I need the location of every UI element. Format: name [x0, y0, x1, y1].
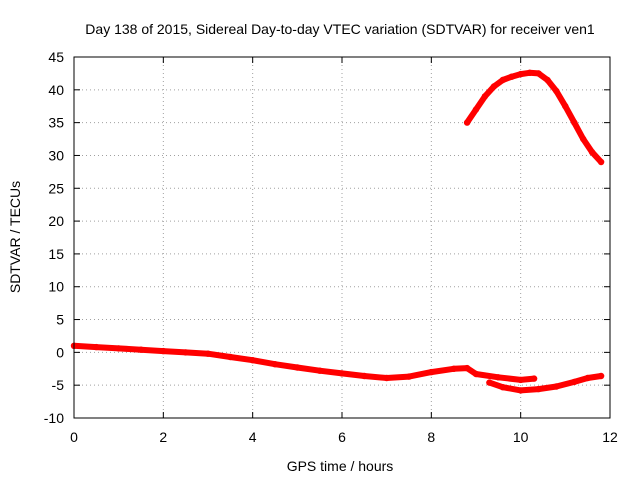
y-tick-label: 0 [56, 344, 64, 360]
y-tick-label: 25 [48, 180, 64, 196]
data-point [249, 357, 256, 364]
data-point [182, 349, 189, 356]
y-tick-label: 40 [48, 82, 64, 98]
data-point [361, 372, 368, 380]
data-point [517, 376, 524, 384]
data-point [294, 364, 301, 371]
data-point [571, 378, 578, 386]
y-tick-label: 15 [48, 246, 64, 262]
y-tick-label: 30 [48, 147, 64, 163]
data-point [93, 343, 100, 351]
data-point [490, 83, 498, 90]
data-point [517, 387, 524, 394]
data-point [463, 364, 471, 372]
chart-title: Day 138 of 2015, Sidereal Day-to-day VTE… [85, 21, 595, 37]
series-line-3 [464, 69, 605, 165]
data-point [450, 365, 457, 372]
data-point [535, 70, 542, 77]
data-point [495, 374, 502, 381]
data-point [597, 158, 605, 166]
data-point [486, 379, 493, 386]
data-point [517, 70, 524, 78]
x-tick-label: 6 [338, 429, 346, 445]
y-tick-label: 10 [48, 279, 64, 295]
data-point [553, 383, 560, 390]
x-tick-label: 4 [249, 429, 257, 445]
x-tick-label: 0 [70, 429, 78, 445]
data-point [526, 69, 533, 77]
series-layer [70, 69, 605, 394]
y-tick-label: 35 [48, 115, 64, 131]
y-tick-label: 45 [48, 49, 64, 65]
y-tick-label: 20 [48, 213, 64, 229]
data-point [571, 119, 578, 126]
data-point [227, 353, 234, 361]
data-point [584, 374, 591, 382]
data-point [160, 347, 167, 355]
y-tick-label: -10 [44, 410, 64, 426]
data-point [405, 373, 413, 380]
x-tick-label: 10 [513, 429, 529, 445]
grid [74, 57, 610, 418]
data-point [553, 87, 560, 95]
data-point [472, 370, 480, 378]
data-point [499, 76, 506, 84]
data-point [383, 374, 390, 382]
y-tick-label: 5 [56, 312, 64, 328]
data-point [597, 372, 605, 380]
data-point [508, 73, 515, 80]
data-point [499, 384, 506, 391]
data-point [535, 385, 542, 393]
x-tick-label: 8 [427, 429, 435, 445]
data-point [580, 135, 587, 143]
axis-ticks: 0 2 4 6 8 10 12 -10 -5 0 5 10 15 20 25 30 35 40 45 [44, 49, 618, 445]
y-axis-label: SDTVAR / TECUs [7, 181, 23, 293]
data-point [562, 103, 569, 110]
data-point [115, 345, 122, 352]
data-point [316, 367, 323, 374]
data-point [428, 368, 435, 376]
data-point [544, 76, 551, 84]
x-axis-label: GPS time / hours [287, 458, 394, 474]
y-tick-label: -5 [52, 377, 65, 393]
data-point [271, 361, 279, 368]
data-point [338, 370, 346, 377]
data-point [588, 149, 596, 156]
data-point [137, 346, 145, 353]
data-point [463, 119, 471, 126]
data-point [472, 106, 480, 113]
data-point [530, 375, 538, 382]
data-point [481, 93, 489, 100]
data-point [204, 350, 212, 357]
x-tick-label: 2 [159, 429, 167, 445]
x-tick-label: 12 [602, 429, 618, 445]
